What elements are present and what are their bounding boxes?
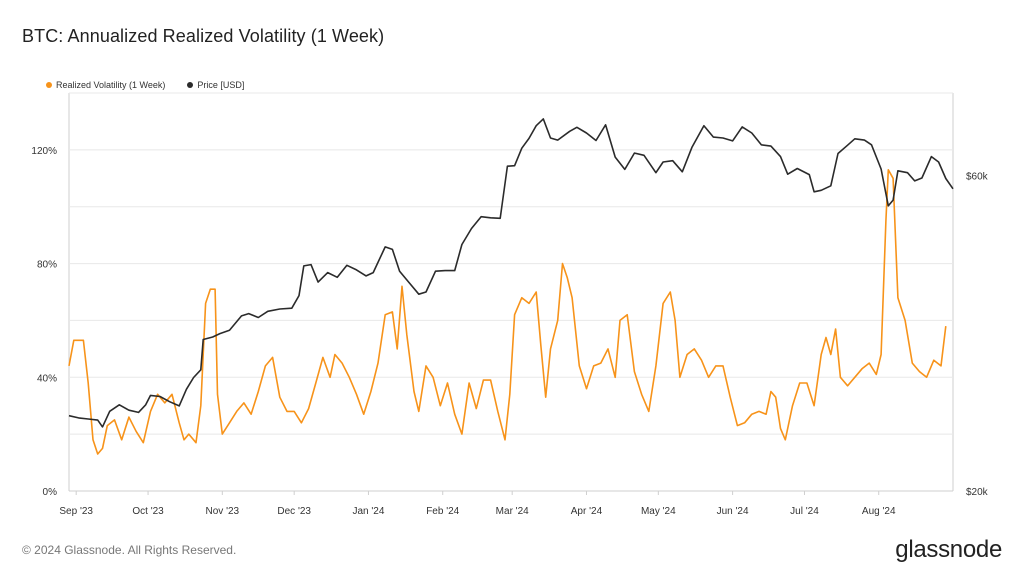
legend-item-price[interactable]: Price [USD] [187, 80, 244, 90]
plot-area [68, 118, 954, 455]
chart-legend: Realized Volatility (1 Week) Price [USD] [46, 80, 244, 90]
y-left-tick-label: 120% [31, 146, 57, 157]
x-tick-label: Aug '24 [862, 506, 896, 517]
x-tick-label: Dec '23 [277, 506, 311, 517]
x-tick-label: Jun '24 [717, 506, 749, 517]
series-line-price[interactable] [68, 118, 954, 428]
chart-title: BTC: Annualized Realized Volatility (1 W… [22, 26, 385, 46]
x-tick-label: Jan '24 [352, 506, 384, 517]
y-left-tick-label: 40% [37, 373, 57, 384]
x-axis: Sep '23 Oct '23 Nov '23 Dec '23 Jan '24 Feb '… [59, 491, 896, 517]
x-tick-label: Nov '23 [206, 506, 240, 517]
y-right-tick-label: $20k [966, 487, 989, 498]
x-tick-label: May '24 [641, 506, 676, 517]
x-tick-label: Apr '24 [571, 506, 603, 517]
y-axis-left: 0% 40% 80% 120% [31, 146, 57, 498]
y-left-tick-label: 0% [43, 487, 58, 498]
y-right-tick-label: $60k [966, 172, 989, 183]
series-line-volatility[interactable] [68, 169, 947, 455]
legend-label-price: Price [USD] [197, 80, 245, 90]
y-axis-right: $20k $60k [966, 172, 989, 498]
y-left-tick-label: 80% [37, 260, 57, 271]
legend-label-volatility: Realized Volatility (1 Week) [56, 80, 166, 90]
legend-item-volatility[interactable]: Realized Volatility (1 Week) [46, 80, 165, 90]
x-tick-label: Mar '24 [496, 506, 529, 517]
copyright-footer: © 2024 Glassnode. All Rights Reserved. [22, 543, 237, 557]
legend-swatch-price [187, 82, 194, 88]
brand-logo: glassnode [895, 536, 1002, 563]
x-tick-label: Jul '24 [790, 506, 819, 517]
x-tick-label: Sep '23 [59, 506, 93, 517]
x-tick-label: Oct '23 [132, 506, 164, 517]
legend-swatch-volatility [46, 82, 52, 88]
x-tick-label: Feb '24 [426, 506, 459, 517]
grid-lines [68, 92, 954, 492]
